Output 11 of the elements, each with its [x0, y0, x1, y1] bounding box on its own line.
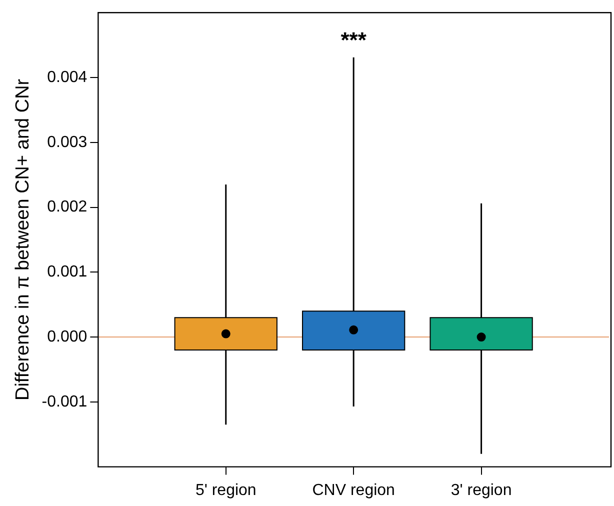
- y-tick-label: 0.001: [47, 264, 88, 281]
- y-axis-title: Difference in π between CN+ and CNr: [12, 78, 34, 401]
- x-tick-label: 3' region: [450, 482, 512, 499]
- x-tick-label: CNV region: [312, 482, 395, 499]
- y-tick-label: 0.000: [47, 328, 88, 346]
- y-tick-label: 0.003: [47, 134, 88, 151]
- y-tick-label: -0.001: [42, 393, 88, 410]
- x-tick-label: 5' region: [195, 482, 256, 499]
- y-tick-label: 0.002: [47, 198, 88, 216]
- annotation: ***: [340, 27, 367, 52]
- y-tick-label: 0.004: [47, 68, 88, 86]
